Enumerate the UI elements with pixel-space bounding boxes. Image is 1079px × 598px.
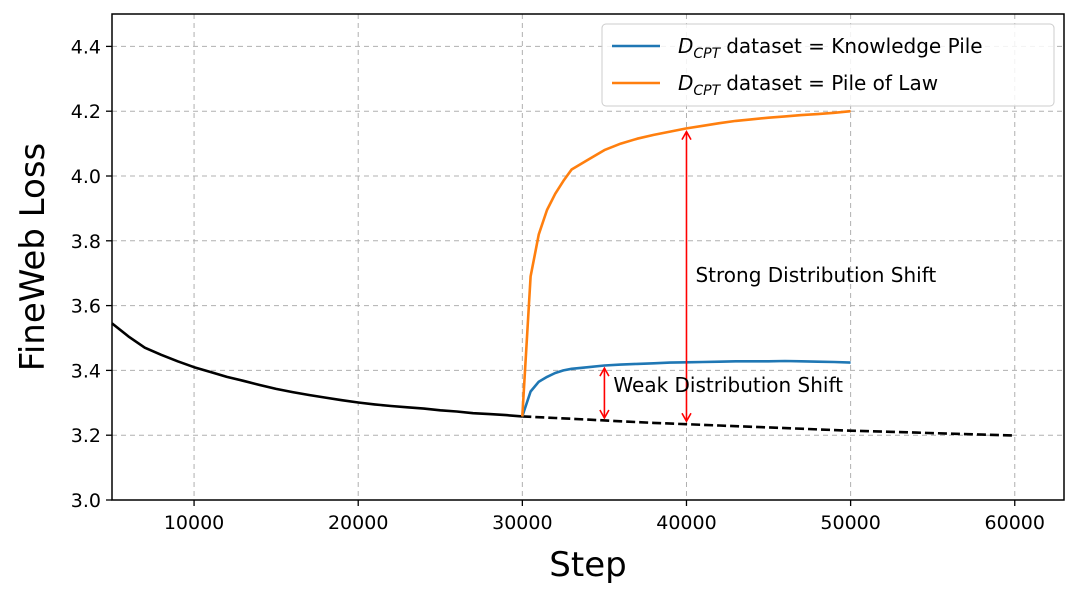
y-tick-label: 3.8 <box>71 231 101 253</box>
legend-text: dataset = Pile of Law <box>726 71 938 95</box>
series-line-continued-pretraining <box>522 415 1015 437</box>
annotation-arrow-head-top <box>599 366 610 377</box>
x-tick-label: 10000 <box>164 512 224 534</box>
legend-box <box>601 23 1055 107</box>
axis-ticks: 10000 20000 30000 40000 50000 60000 3.0 3.2 3.4 3… <box>71 36 1045 534</box>
series-line-pretraining <box>111 322 523 418</box>
legend-text: dataset = Knowledge Pile <box>726 34 982 58</box>
x-tick-label: 60000 <box>985 512 1045 534</box>
y-tick-label: 4.2 <box>71 101 101 123</box>
x-tick-label: 20000 <box>328 512 388 534</box>
y-tick-label: 3.2 <box>71 425 101 447</box>
series-line-knowledge-pile <box>521 359 851 417</box>
annotation-label: Strong Distribution Shift <box>695 263 936 287</box>
legend-label-pile-of-law: DCPT dataset = Pile of Law <box>678 71 938 99</box>
legend-subscript: CPT <box>693 83 721 99</box>
annotation-arrow-head-bottom <box>599 409 610 420</box>
y-tick-label: 3.0 <box>71 490 101 512</box>
x-tick-label: 40000 <box>656 512 716 534</box>
y-axis-title: FineWeb Loss <box>13 143 53 372</box>
series-line-pile-of-law <box>521 109 851 417</box>
series-lines <box>111 109 1015 437</box>
annotation-arrow-head-top <box>681 130 692 141</box>
y-tick-label: 4.0 <box>71 166 101 188</box>
y-tick-label: 3.6 <box>71 296 101 318</box>
x-tick-label: 30000 <box>492 512 552 534</box>
legend-symbol: D <box>678 71 693 95</box>
x-tick-label: 50000 <box>820 512 880 534</box>
plot-frame <box>111 13 1065 501</box>
annotation-arrow-head-bottom <box>681 412 692 423</box>
y-tick-label: 4.4 <box>71 36 101 58</box>
annotations: Strong Distribution Shift Weak Distributi… <box>599 130 936 423</box>
x-axis-title: Step <box>549 545 626 585</box>
y-tick-label: 3.4 <box>71 360 101 382</box>
annotation-label: Weak Distribution Shift <box>613 373 843 397</box>
legend-symbol: D <box>678 34 693 58</box>
legend-subscript: CPT <box>693 46 721 62</box>
legend-label-knowledge-pile: DCPT dataset = Knowledge Pile <box>678 34 983 62</box>
